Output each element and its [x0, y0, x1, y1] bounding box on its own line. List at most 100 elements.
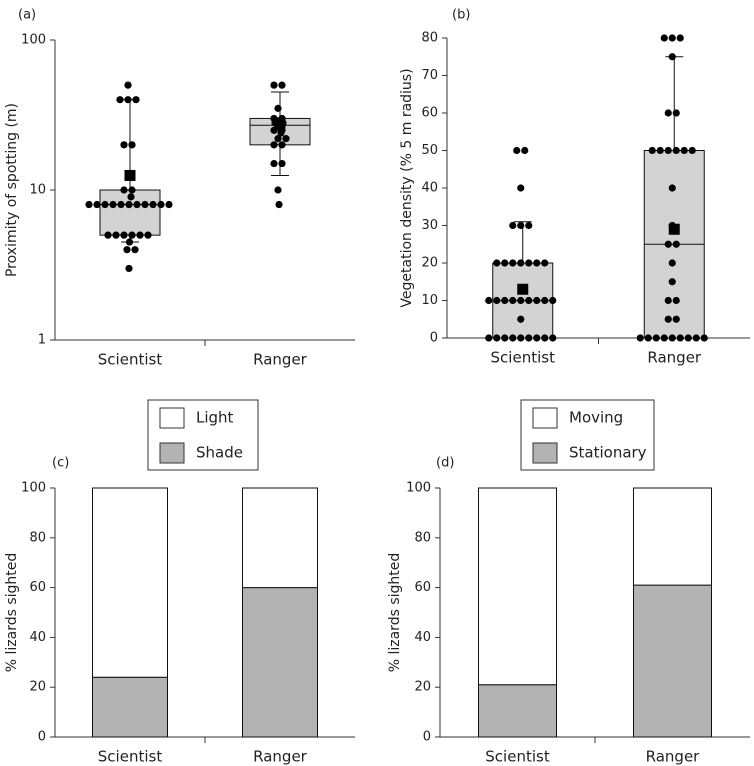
- data-point: [120, 141, 128, 149]
- data-point: [549, 296, 557, 305]
- x-tick-label: Scientist: [98, 748, 163, 766]
- data-point: [509, 334, 517, 342]
- panel-label: (a): [18, 8, 36, 23]
- y-tick-label: 0: [430, 331, 438, 346]
- data-point: [517, 296, 525, 305]
- legend-label: Light: [196, 409, 234, 427]
- data-point: [101, 200, 109, 209]
- data-point: [644, 334, 652, 342]
- data-point: [541, 259, 549, 267]
- data-point: [636, 334, 644, 342]
- y-tick-label: 100: [21, 33, 46, 48]
- x-tick-label: Ranger: [253, 351, 308, 369]
- y-tick-label: 40: [29, 630, 46, 645]
- data-point: [149, 200, 157, 209]
- data-point: [165, 200, 173, 209]
- mean: [517, 283, 529, 295]
- mean: [124, 169, 136, 181]
- data-point: [104, 231, 112, 239]
- data-point: [117, 200, 125, 209]
- bar-segment: [478, 487, 557, 686]
- data-point: [120, 231, 128, 239]
- data-point: [676, 334, 684, 342]
- data-point: [278, 81, 286, 89]
- data-point: [525, 296, 533, 305]
- data-point: [509, 259, 517, 267]
- data-point: [680, 146, 688, 155]
- data-point: [521, 146, 529, 155]
- data-point: [533, 259, 541, 267]
- data-point: [525, 221, 533, 230]
- panel-label: (b): [452, 8, 470, 23]
- y-axis-label: % lizards sighted: [387, 553, 403, 673]
- data-point: [668, 184, 676, 192]
- y-tick-label: 100: [406, 481, 431, 496]
- data-point: [128, 186, 136, 194]
- data-point: [517, 221, 525, 230]
- legend-label: Shade: [196, 444, 243, 462]
- bar-segment: [478, 684, 557, 738]
- y-tick-label: 1: [38, 333, 46, 348]
- data-point: [541, 334, 549, 342]
- data-point: [124, 96, 132, 104]
- data-point: [656, 146, 664, 155]
- data-point: [672, 109, 680, 117]
- data-point: [112, 231, 120, 239]
- data-point: [144, 231, 152, 239]
- mean: [274, 117, 286, 129]
- data-point: [664, 315, 672, 323]
- data-point: [664, 109, 672, 117]
- mean: [668, 223, 680, 235]
- bar-segment: [242, 487, 318, 589]
- data-point: [275, 200, 283, 209]
- data-point: [493, 334, 501, 342]
- panel-label: (c): [52, 456, 69, 471]
- data-point: [660, 334, 668, 342]
- data-point: [493, 296, 501, 305]
- data-point: [485, 334, 493, 342]
- data-point: [668, 53, 676, 61]
- data-point: [533, 296, 541, 305]
- data-point: [664, 240, 672, 248]
- data-point: [501, 259, 509, 267]
- y-tick-label: 100: [21, 481, 46, 496]
- data-point: [672, 315, 680, 323]
- data-point: [664, 296, 672, 305]
- legend-swatch: [532, 442, 558, 464]
- data-point: [120, 186, 128, 194]
- y-tick-label: 20: [29, 680, 46, 695]
- data-point: [485, 296, 493, 305]
- data-point: [133, 200, 141, 209]
- data-point: [270, 159, 278, 168]
- y-axis-label: % lizards sighted: [4, 553, 20, 673]
- x-tick-label: Scientist: [98, 351, 163, 369]
- data-point: [128, 231, 136, 239]
- data-point: [676, 34, 684, 42]
- data-point: [278, 159, 286, 168]
- legend-label: Stationary: [569, 444, 647, 462]
- data-point: [132, 96, 140, 104]
- data-point: [128, 141, 136, 149]
- data-point: [672, 296, 680, 305]
- data-point: [136, 231, 144, 239]
- data-point: [125, 264, 133, 273]
- data-point: [664, 146, 672, 155]
- bar-segment: [92, 487, 168, 678]
- data-point: [525, 259, 533, 267]
- data-point: [668, 259, 676, 267]
- data-point: [668, 34, 676, 42]
- bar-segment: [633, 487, 712, 586]
- data-point: [509, 296, 517, 305]
- data-point: [549, 334, 557, 342]
- data-point: [672, 240, 680, 248]
- data-point: [517, 334, 525, 342]
- y-tick-label: 50: [421, 143, 438, 158]
- x-tick-label: Ranger: [646, 748, 701, 766]
- data-point: [125, 200, 133, 209]
- bar-segment: [242, 587, 318, 738]
- data-point: [668, 278, 676, 286]
- data-point: [270, 126, 278, 134]
- data-point: [493, 259, 501, 267]
- y-tick-label: 30: [421, 218, 438, 233]
- y-tick-label: 60: [414, 580, 431, 595]
